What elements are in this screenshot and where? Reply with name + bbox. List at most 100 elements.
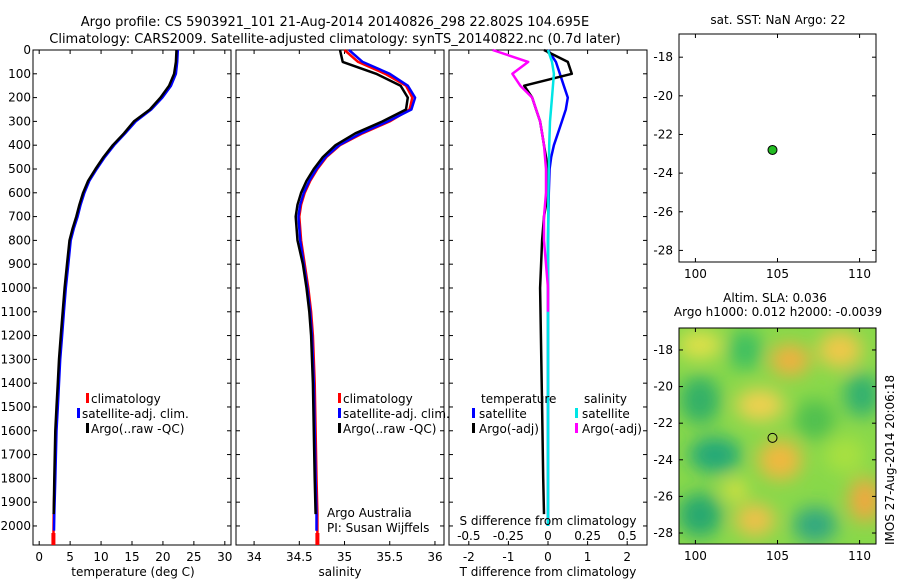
salinity-legend-argo: Argo(..raw -QC) (343, 422, 436, 436)
depth-tick-label: 2000 (0, 519, 31, 533)
map-sst-ytick-label: -20 (653, 89, 673, 103)
temperature-axes: 0100200300400500600700800900100011001200… (0, 43, 232, 564)
map-sla-xtick-label: 110 (848, 549, 871, 563)
difference-series (492, 48, 574, 526)
map-sst-xtick-label: 100 (684, 267, 707, 281)
map-sla-axes: 100 105 110 -18 -20 -22 -24 -26 -28 (653, 328, 876, 563)
map-sla-ytick-label: -22 (653, 416, 673, 430)
map-sst-argo-point (767, 144, 778, 155)
map-sst-frame (678, 33, 877, 263)
legend-swatch-satellite (472, 408, 475, 418)
map-sla-title-line2: Argo h1000: 0.012 h2000: -0.0039 (674, 305, 882, 319)
depth-tick-label: 500 (8, 162, 31, 176)
depth-tick-label: 800 (8, 233, 31, 247)
map-sla-ytick-label: -26 (653, 489, 673, 503)
salinity-series (294, 49, 417, 545)
salinity-legend-climatology: climatology (343, 392, 413, 406)
temperature-xtick-label: 20 (155, 550, 170, 564)
temperature-xtick-label: 25 (186, 550, 201, 564)
salinity-annotation-line2: PI: Susan Wijffels (327, 521, 429, 535)
legend-swatch-climatology (86, 393, 89, 403)
depth-tick-label: 1900 (0, 495, 31, 509)
temperature-legend-climatology: climatology (91, 392, 161, 406)
salinity-annotation-line1: Argo Australia (327, 506, 412, 520)
legend-swatch-sal-satellite (575, 408, 578, 418)
depth-tick-label: 1600 (0, 424, 31, 438)
header-line1: Argo profile: CS 5903921_101 21-Aug-2014… (81, 15, 589, 30)
salinity-xtick-label: 35.5 (376, 550, 403, 564)
difference-xtick-label: 1 (584, 550, 592, 564)
depth-tick-label: 400 (8, 138, 31, 152)
map-sst-title: sat. SST: NaN Argo: 22 (710, 13, 845, 27)
depth-tick-label: 100 (8, 67, 31, 81)
legend-swatch-climatology (338, 393, 341, 403)
difference-xtick-label: 2 (623, 550, 631, 564)
map-sla-heatmap (679, 328, 876, 544)
map-sla-ytick-label: -18 (653, 343, 673, 357)
legend-swatch-argo (472, 423, 475, 433)
map-sla-ytick-label: -28 (653, 526, 673, 540)
temperature-xtick-label: 0 (35, 550, 43, 564)
map-sla-argo-point (767, 432, 778, 443)
salinity-axes: 34 34.5 35 35.5 36 (236, 49, 444, 564)
depth-tick-label: 600 (8, 186, 31, 200)
map-sst-ytick-label: -26 (653, 205, 673, 219)
difference-legend: temperature satellite Argo(-adj) salinit… (472, 392, 642, 436)
depth-tick-label: 700 (8, 210, 31, 224)
depth-tick-label: 1200 (0, 329, 31, 343)
difference-secondary-tick-label: -0.5 (457, 529, 480, 543)
imos-timestamp-label: IMOS 27-Aug-2014 20:06:18 (883, 375, 897, 545)
map-sst-xtick-label: 105 (766, 267, 789, 281)
depth-tick-label: 200 (8, 91, 31, 105)
temperature-legend-satellite: satellite-adj. clim. (82, 407, 189, 421)
difference-secondary-tick-label: -0.25 (493, 529, 524, 543)
salinity-xtick-label: 36 (427, 550, 442, 564)
difference-axes: -2 -1 0 1 2 -0.5 -0.25 0 0.25 0.5 (449, 49, 647, 564)
salinity-xtick-label: 34.5 (286, 550, 313, 564)
salinity-bottom-marker (315, 533, 320, 545)
depth-tick-label: 300 (8, 114, 31, 128)
difference-xtick-label: 0 (544, 550, 552, 564)
salinity-series-line (297, 49, 417, 531)
map-sla-ytick-label: -20 (653, 380, 673, 394)
salinity-xtick-label: 34 (246, 550, 261, 564)
map-sst-ytick-label: -18 (653, 50, 673, 64)
map-sst-ytick-label: -24 (653, 166, 673, 180)
depth-tick-label: 1800 (0, 471, 31, 485)
header-line2: Climatology: CARS2009. Satellite-adjuste… (49, 32, 621, 47)
map-sst-axes: 100 105 110 -18 -20 -22 -24 -26 -28 (653, 34, 876, 281)
temperature-xlabel: temperature (deg C) (71, 565, 194, 579)
map-sla-ytick-label: -24 (653, 453, 673, 467)
temperature-series-line (52, 49, 179, 541)
legend-swatch-argo (338, 423, 341, 433)
salinity-panel-frame (235, 49, 445, 546)
difference-legend-temperature-argo: Argo(-adj) (479, 422, 539, 436)
difference-legend-temperature-title: temperature (481, 392, 556, 406)
depth-tick-label: 1400 (0, 376, 31, 390)
salinity-series-line (294, 49, 410, 515)
salinity-legend-satellite: satellite-adj. clim. (343, 407, 450, 421)
difference-secondary-xlabel: S difference from climatology (460, 514, 637, 528)
temperature-bottom-marker (51, 533, 56, 545)
map-sla-points (767, 432, 778, 443)
salinity-legend: climatology satellite-adj. clim. Argo(..… (338, 392, 450, 436)
depth-tick-label: 900 (8, 257, 31, 271)
map-sst-xtick-label: 110 (848, 267, 871, 281)
depth-tick-label: 1300 (0, 352, 31, 366)
map-sla-title-line1: Altim. SLA: 0.036 (723, 291, 827, 305)
temperature-legend: climatology satellite-adj. clim. Argo(..… (77, 392, 189, 436)
depth-tick-label: 1500 (0, 400, 31, 414)
difference-secondary-tick-label: 0 (544, 529, 552, 543)
temperature-xtick-label: 10 (93, 550, 108, 564)
temperature-xtick-label: 15 (124, 550, 139, 564)
difference-legend-temperature-satellite: satellite (479, 407, 527, 421)
temperature-xtick-label: 30 (217, 550, 232, 564)
difference-legend-salinity-title: salinity (584, 392, 627, 406)
temperature-series-line (52, 49, 180, 531)
map-sla-xtick-label: 100 (684, 549, 707, 563)
depth-tick-label: 1100 (0, 305, 31, 319)
salinity-xtick-label: 35 (337, 550, 352, 564)
difference-legend-salinity-satellite: satellite (582, 407, 630, 421)
legend-swatch-satellite (77, 408, 80, 418)
